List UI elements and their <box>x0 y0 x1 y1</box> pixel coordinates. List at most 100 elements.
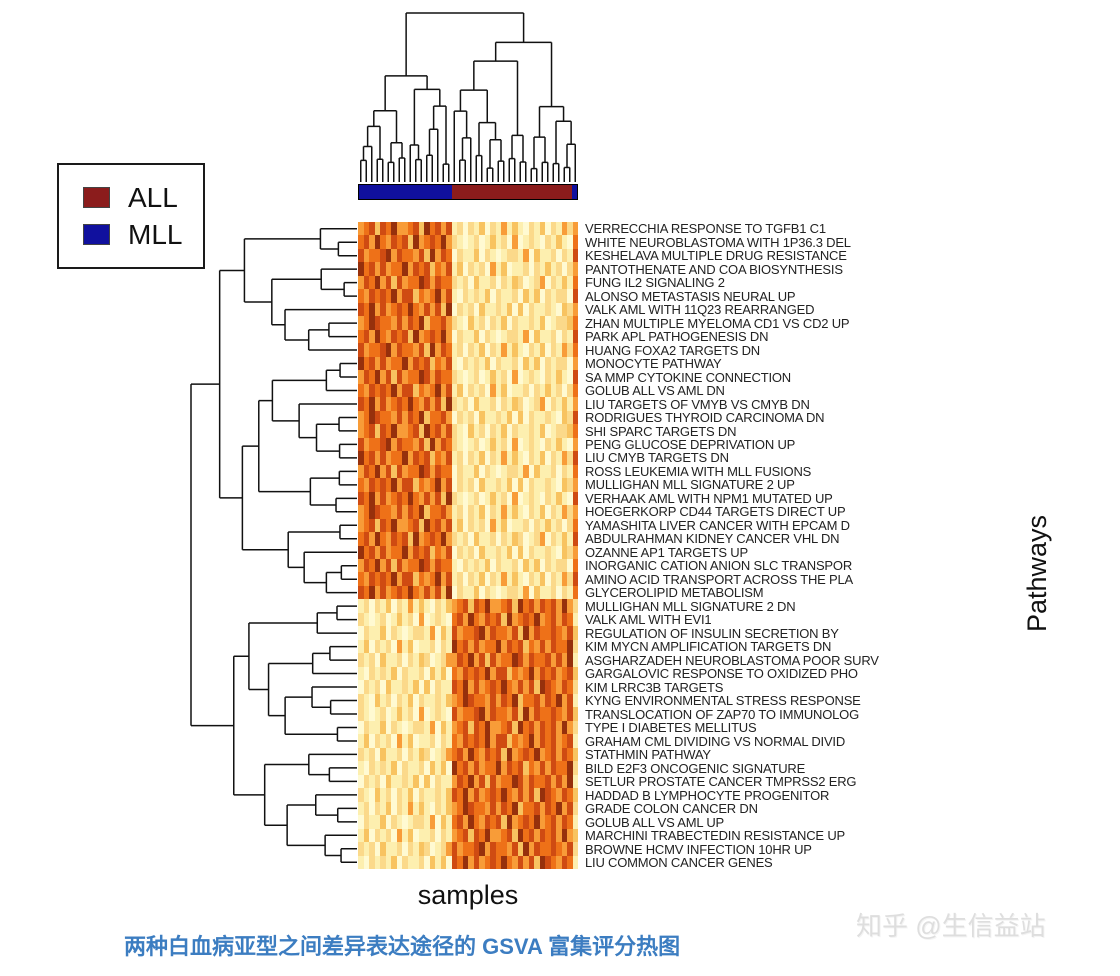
heatmap-cell <box>495 343 501 357</box>
heatmap-cell <box>363 518 369 533</box>
heatmap-cell <box>440 734 446 748</box>
heatmap-cell <box>418 505 424 519</box>
heatmap-cell <box>435 518 441 533</box>
heatmap-cell <box>374 855 380 869</box>
heatmap-cell <box>451 262 457 276</box>
heatmap-cell <box>517 478 523 492</box>
heatmap-cell <box>479 599 485 613</box>
heatmap-cell <box>495 572 501 586</box>
heatmap-cell <box>391 329 397 344</box>
heatmap-cell <box>567 626 573 640</box>
pathway-label: GRADE COLON CANCER DN <box>585 801 758 817</box>
heatmap-cell <box>374 275 380 290</box>
heatmap-cell <box>385 626 391 640</box>
heatmap-cell <box>528 248 534 263</box>
heatmap-cell <box>462 370 468 384</box>
heatmap-cell <box>561 451 567 465</box>
heatmap-cell <box>534 774 540 789</box>
heatmap-cell <box>451 828 457 843</box>
heatmap-cell <box>501 222 507 236</box>
heatmap-cell <box>490 815 496 829</box>
heatmap-cell <box>506 558 512 573</box>
heatmap-cell <box>429 235 435 249</box>
heatmap-cell <box>402 329 408 344</box>
heatmap-cell <box>490 302 496 317</box>
heatmap-cell <box>402 289 408 303</box>
heatmap-cell <box>561 248 567 263</box>
heatmap-cell <box>556 343 562 357</box>
heatmap-cell <box>391 720 397 735</box>
heatmap-cell <box>440 302 446 317</box>
heatmap-cell <box>468 262 474 276</box>
heatmap-cell <box>473 478 479 492</box>
heatmap-cell <box>462 707 468 721</box>
heatmap-cell <box>369 653 375 667</box>
heatmap-cell <box>561 302 567 317</box>
heatmap-cell <box>413 370 419 384</box>
heatmap-cell <box>435 356 441 371</box>
heatmap-cell <box>363 680 369 694</box>
heatmap-cell <box>413 302 419 317</box>
heatmap-cell <box>490 505 496 519</box>
heatmap-cell <box>385 222 391 236</box>
heatmap-cell <box>380 370 386 384</box>
heatmap-cell <box>396 222 402 236</box>
heatmap-cell <box>490 235 496 249</box>
heatmap-cell <box>490 585 496 600</box>
heatmap-cell <box>462 424 468 438</box>
heatmap-cell <box>429 653 435 667</box>
heatmap-cell <box>407 235 413 249</box>
heatmap-cell <box>440 747 446 762</box>
heatmap-cell <box>545 464 551 479</box>
heatmap-cell <box>396 248 402 263</box>
heatmap-cell <box>451 788 457 802</box>
heatmap-cell <box>490 262 496 276</box>
heatmap-cell <box>528 329 534 344</box>
heatmap-cell <box>369 585 375 600</box>
heatmap-cell <box>363 626 369 640</box>
heatmap-cell <box>369 491 375 506</box>
heatmap-cell <box>391 316 397 330</box>
pathway-label: ZHAN MULTIPLE MYELOMA CD1 VS CD2 UP <box>585 315 850 331</box>
heatmap-cell <box>534 275 540 290</box>
heatmap-cell <box>506 815 512 829</box>
heatmap-cell <box>413 451 419 465</box>
heatmap-cell <box>550 329 556 344</box>
heatmap-cell <box>495 653 501 667</box>
heatmap-cell <box>550 464 556 479</box>
heatmap-cell <box>396 316 402 330</box>
heatmap-cell <box>451 397 457 411</box>
heatmap-cell <box>490 478 496 492</box>
heatmap-cell <box>468 585 474 600</box>
heatmap-cell <box>435 639 441 654</box>
heatmap-cell <box>374 532 380 546</box>
heatmap-cell <box>391 774 397 789</box>
heatmap-cell <box>451 343 457 357</box>
heatmap-cell <box>429 437 435 452</box>
heatmap-cell <box>446 397 452 411</box>
heatmap-cell <box>396 370 402 384</box>
heatmap-cell <box>363 599 369 613</box>
heatmap-cell <box>396 235 402 249</box>
heatmap-cell <box>556 801 562 816</box>
heatmap-cell <box>446 734 452 748</box>
heatmap-cell <box>572 532 578 546</box>
heatmap-cell <box>484 370 490 384</box>
heatmap-cell <box>429 545 435 559</box>
heatmap-cell <box>424 639 430 654</box>
heatmap-cell <box>517 437 523 452</box>
heatmap-cell <box>556 761 562 775</box>
heatmap-cell <box>374 343 380 357</box>
heatmap-cell <box>556 424 562 438</box>
heatmap-cell <box>484 855 490 869</box>
heatmap-cell <box>501 275 507 290</box>
heatmap-cell <box>374 464 380 479</box>
column-dendrogram <box>360 12 576 182</box>
colorbar-segment-mll <box>359 185 452 199</box>
heatmap-cell <box>534 612 540 627</box>
heatmap-cell <box>468 599 474 613</box>
heatmap-cell <box>435 815 441 829</box>
heatmap-cell <box>550 842 556 856</box>
heatmap-cell <box>446 343 452 357</box>
heatmap-cell <box>407 707 413 721</box>
